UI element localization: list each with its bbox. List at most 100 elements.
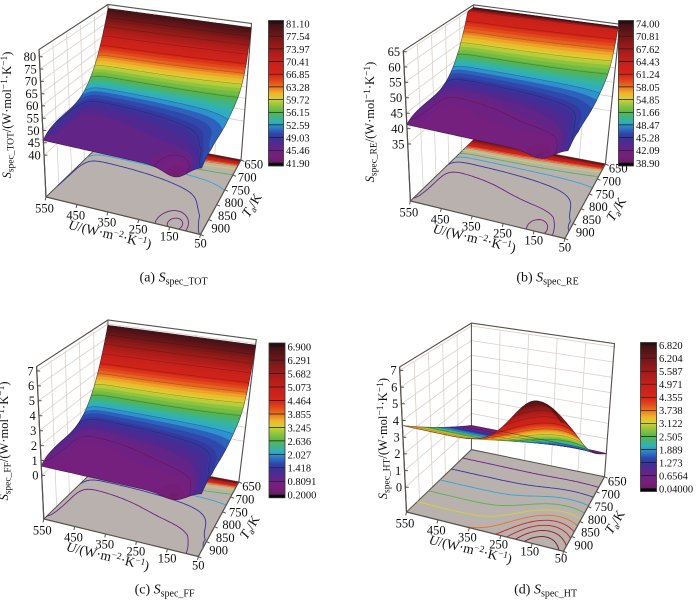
svg-text:61.24: 61.24: [636, 70, 660, 81]
svg-text:45.28: 45.28: [636, 134, 660, 145]
svg-text:Sspec_HT/(W·mol−1·K−1): Sspec_HT/(W·mol−1·K−1): [376, 378, 393, 499]
svg-text:Sspec_TOT/(W·mol−1·K−1): Sspec_TOT/(W·mol−1·K−1): [0, 52, 17, 179]
svg-text:5.073: 5.073: [288, 383, 312, 394]
svg-text:2.505: 2.505: [659, 432, 683, 443]
svg-text:450: 450: [427, 523, 446, 537]
svg-text:56.15: 56.15: [286, 108, 310, 119]
svg-text:74.00: 74.00: [636, 19, 660, 30]
svg-text:150: 150: [158, 551, 177, 565]
svg-text:350: 350: [98, 215, 117, 229]
svg-text:750: 750: [229, 505, 248, 519]
svg-text:7: 7: [390, 364, 396, 378]
svg-text:750: 750: [596, 187, 615, 201]
svg-text:1: 1: [395, 464, 401, 478]
svg-text:65: 65: [25, 87, 38, 101]
svg-text:4.464: 4.464: [288, 396, 312, 407]
svg-text:900: 900: [211, 222, 230, 236]
svg-text:38.90: 38.90: [636, 159, 660, 170]
svg-text:350: 350: [95, 537, 114, 551]
svg-text:3: 3: [30, 424, 36, 438]
svg-text:64.43: 64.43: [636, 57, 660, 68]
svg-text:900: 900: [209, 544, 228, 558]
svg-text:3.245: 3.245: [288, 423, 312, 434]
svg-text:60: 60: [26, 99, 39, 113]
svg-text:6.900: 6.900: [288, 343, 312, 354]
svg-text:2.027: 2.027: [288, 450, 312, 461]
svg-text:2.636: 2.636: [288, 437, 312, 448]
svg-text:550: 550: [35, 201, 54, 215]
svg-text:49.03: 49.03: [286, 134, 310, 145]
svg-text:42.09: 42.09: [636, 146, 660, 157]
svg-text:45: 45: [391, 107, 404, 121]
svg-text:50: 50: [559, 240, 572, 254]
svg-text:800: 800: [588, 513, 607, 527]
svg-text:40: 40: [28, 148, 41, 162]
svg-text:250: 250: [129, 222, 148, 236]
svg-text:3.855: 3.855: [288, 410, 312, 421]
svg-text:48.47: 48.47: [636, 121, 660, 132]
svg-text:900: 900: [574, 539, 593, 553]
svg-text:4: 4: [393, 414, 400, 428]
svg-text:700: 700: [601, 487, 620, 501]
svg-text:700: 700: [602, 175, 621, 189]
svg-text:66.85: 66.85: [286, 70, 310, 81]
svg-text:58.05: 58.05: [636, 83, 660, 94]
svg-text:550: 550: [400, 205, 419, 219]
svg-text:50: 50: [555, 551, 568, 565]
svg-text:0: 0: [396, 481, 402, 495]
svg-text:650: 650: [244, 158, 263, 172]
svg-text:40: 40: [391, 122, 404, 136]
svg-text:50: 50: [27, 124, 40, 138]
svg-text:77.54: 77.54: [286, 32, 310, 43]
svg-text:800: 800: [225, 196, 244, 210]
svg-text:63.28: 63.28: [286, 83, 310, 94]
svg-text:4.971: 4.971: [659, 380, 683, 391]
svg-text:45: 45: [28, 136, 41, 150]
svg-text:6.204: 6.204: [659, 354, 683, 365]
svg-text:750: 750: [595, 500, 614, 514]
svg-text:700: 700: [236, 493, 255, 507]
svg-text:75: 75: [24, 62, 37, 76]
svg-text:60: 60: [388, 60, 401, 74]
svg-text:150: 150: [524, 233, 543, 247]
svg-text:45.46: 45.46: [286, 146, 310, 157]
svg-text:67.62: 67.62: [636, 45, 660, 56]
svg-text:650: 650: [242, 480, 261, 494]
svg-text:6.291: 6.291: [288, 356, 312, 367]
svg-text:59.72: 59.72: [286, 96, 310, 107]
svg-text:5.682: 5.682: [288, 369, 312, 380]
svg-text:0.8091: 0.8091: [288, 477, 317, 488]
svg-text:51.66: 51.66: [636, 108, 660, 119]
svg-text:2: 2: [394, 447, 400, 461]
svg-text:550: 550: [396, 516, 415, 530]
svg-text:550: 550: [33, 523, 52, 537]
svg-text:65: 65: [388, 45, 401, 59]
svg-text:73.97: 73.97: [286, 45, 310, 56]
svg-text:150: 150: [160, 229, 179, 243]
svg-text:50: 50: [390, 91, 403, 105]
svg-text:350: 350: [462, 219, 481, 233]
svg-text:50: 50: [194, 236, 207, 250]
svg-text:3.738: 3.738: [659, 406, 683, 417]
svg-text:250: 250: [127, 544, 146, 558]
svg-text:70.81: 70.81: [636, 32, 660, 43]
svg-text:55: 55: [27, 112, 40, 126]
svg-text:1.889: 1.889: [659, 445, 683, 456]
svg-text:0: 0: [32, 469, 38, 483]
svg-text:Sspec_FF/(W·mol−1·K−1): Sspec_FF/(W·mol−1·K−1): [0, 381, 14, 500]
svg-text:70: 70: [25, 75, 38, 89]
svg-text:750: 750: [231, 183, 250, 197]
svg-text:7: 7: [27, 364, 33, 378]
svg-text:50: 50: [192, 558, 205, 572]
svg-text:250: 250: [489, 537, 508, 551]
svg-text:2: 2: [31, 439, 37, 453]
svg-text:3.122: 3.122: [659, 419, 683, 430]
svg-text:1: 1: [32, 454, 38, 468]
svg-text:5: 5: [29, 394, 35, 408]
svg-text:700: 700: [238, 171, 257, 185]
svg-text:850: 850: [581, 526, 600, 540]
svg-text:70.41: 70.41: [286, 57, 310, 68]
svg-text:350: 350: [458, 530, 477, 544]
svg-text:0.04000: 0.04000: [659, 484, 693, 495]
svg-text:6: 6: [391, 380, 397, 394]
